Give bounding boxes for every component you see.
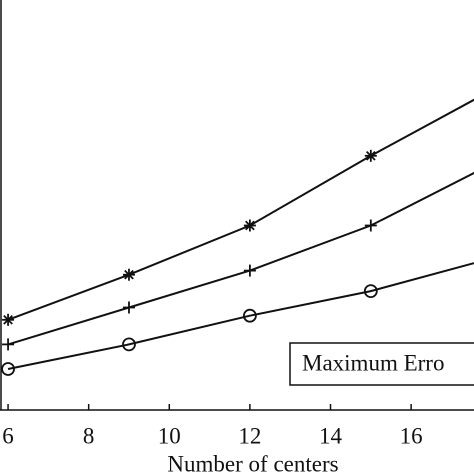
marker-shape — [1, 362, 15, 376]
marker — [242, 308, 257, 323]
marker-shape — [3, 314, 13, 325]
marker — [122, 337, 136, 352]
x-tick-label: 12 — [238, 423, 261, 448]
marker-shape — [363, 284, 378, 299]
marker-shape — [242, 308, 257, 323]
marker — [364, 219, 377, 232]
marker — [364, 149, 377, 162]
marker — [122, 301, 135, 314]
marker — [2, 338, 15, 351]
series-line — [7, 262, 474, 370]
x-axis-label: Number of centers — [167, 451, 338, 474]
legend-box — [289, 342, 474, 386]
series-line — [7, 98, 474, 321]
marker — [243, 264, 256, 277]
x-tick-label: 8 — [83, 423, 95, 448]
x-tick-label: 16 — [400, 423, 423, 448]
marker — [243, 219, 256, 232]
marker — [363, 284, 378, 299]
marker — [2, 313, 15, 326]
x-tick-label: 14 — [319, 423, 343, 448]
marker — [122, 268, 135, 281]
x-tick-label: 10 — [158, 423, 181, 448]
marker-shape — [365, 150, 376, 161]
marker-shape — [122, 337, 136, 352]
legend-label: Maximum Erro — [302, 350, 444, 375]
marker — [1, 362, 15, 376]
marker-shape — [124, 269, 134, 280]
marker-shape — [245, 220, 255, 231]
x-tick-label: 6 — [2, 423, 14, 448]
